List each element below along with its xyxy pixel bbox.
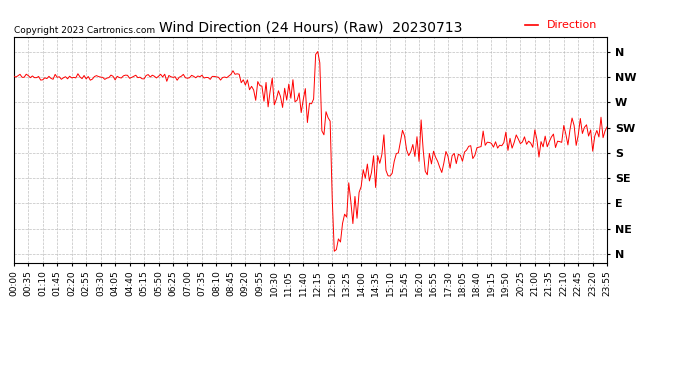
Text: Copyright 2023 Cartronics.com: Copyright 2023 Cartronics.com (14, 26, 155, 35)
Title: Wind Direction (24 Hours) (Raw)  20230713: Wind Direction (24 Hours) (Raw) 20230713 (159, 21, 462, 35)
Legend: Direction: Direction (520, 16, 602, 35)
